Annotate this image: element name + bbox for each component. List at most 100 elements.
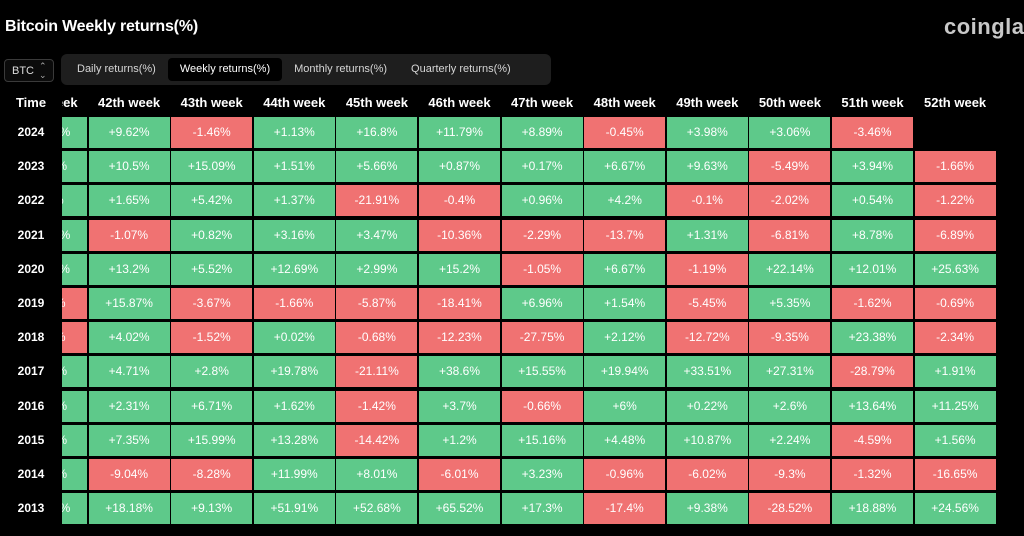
return-cell[interactable]: +1.65% bbox=[88, 185, 170, 217]
return-cell[interactable]: -0.66% bbox=[501, 390, 583, 422]
return-cell[interactable]: +18.88% bbox=[832, 493, 913, 525]
return-cell[interactable]: +11.79% bbox=[419, 117, 500, 148]
return-cell[interactable]: -0.53% bbox=[62, 288, 87, 319]
return-cell[interactable]: +3.98% bbox=[666, 117, 748, 148]
return-cell[interactable]: +2.99% bbox=[336, 253, 418, 285]
return-cell[interactable]: +13.2% bbox=[88, 253, 170, 285]
return-cell[interactable]: +15.16% bbox=[501, 424, 583, 456]
return-cell[interactable]: +6.96% bbox=[501, 288, 583, 319]
return-cell[interactable]: -1.22% bbox=[914, 185, 996, 217]
return-cell[interactable]: -4.13% bbox=[62, 322, 87, 354]
return-cell[interactable]: -3.46% bbox=[832, 117, 913, 148]
return-cell[interactable]: +16.8% bbox=[336, 117, 418, 148]
return-cell[interactable]: +6.67% bbox=[584, 151, 666, 183]
return-cell[interactable]: +2.8% bbox=[171, 356, 253, 388]
return-cell[interactable]: +15.87% bbox=[88, 288, 170, 319]
return-cell[interactable]: +3.47% bbox=[336, 219, 418, 251]
return-cell[interactable]: -9.3% bbox=[749, 459, 831, 490]
return-cell[interactable]: +3.06% bbox=[749, 117, 831, 148]
return-cell[interactable]: +10.5% bbox=[88, 151, 170, 183]
tab-daily-returns[interactable]: Daily returns(%) bbox=[77, 63, 156, 75]
return-cell[interactable]: -0.69% bbox=[914, 288, 996, 319]
return-cell[interactable]: +4.48% bbox=[62, 390, 87, 422]
return-cell[interactable]: +0.17% bbox=[501, 151, 583, 183]
return-cell[interactable]: +3.94% bbox=[832, 151, 913, 183]
return-cell[interactable]: +1.91% bbox=[914, 356, 996, 388]
return-cell[interactable]: +65.52% bbox=[419, 493, 500, 525]
return-cell[interactable]: +12.69% bbox=[253, 253, 335, 285]
coin-selector[interactable]: BTC ⌃ ⌄ bbox=[4, 59, 54, 82]
return-cell[interactable]: -12.72% bbox=[666, 322, 748, 354]
return-cell[interactable]: +9.13% bbox=[171, 493, 253, 525]
return-cell[interactable]: +15.55% bbox=[501, 356, 583, 388]
return-cell[interactable]: +0.82% bbox=[171, 219, 253, 251]
return-cell[interactable]: -1.62% bbox=[832, 288, 913, 319]
return-cell[interactable]: +1.62% bbox=[253, 390, 335, 422]
return-cell[interactable]: -3.67% bbox=[171, 288, 253, 319]
return-cell[interactable]: +17.3% bbox=[501, 493, 583, 525]
return-cell[interactable]: +12.48% bbox=[62, 219, 87, 251]
return-cell[interactable]: -6.81% bbox=[749, 219, 831, 251]
return-cell[interactable]: +5.66% bbox=[336, 151, 418, 183]
return-cell[interactable]: -1.42% bbox=[336, 390, 418, 422]
return-cell[interactable]: -5.87% bbox=[336, 288, 418, 319]
return-cell[interactable]: +23.38% bbox=[832, 322, 913, 354]
return-cell[interactable]: -21.91% bbox=[336, 185, 418, 217]
return-cell[interactable]: +24.56% bbox=[914, 493, 996, 525]
return-cell[interactable]: -21.11% bbox=[336, 356, 418, 388]
return-cell[interactable]: +0.02% bbox=[253, 322, 335, 354]
return-cell[interactable]: +2.6% bbox=[749, 390, 831, 422]
return-cell[interactable]: +0.9% bbox=[62, 185, 87, 217]
return-cell[interactable]: +6.89% bbox=[62, 424, 87, 456]
return-cell[interactable]: +0.96% bbox=[501, 185, 583, 217]
return-cell[interactable]: -6.01% bbox=[419, 459, 500, 490]
return-cell[interactable]: -0.1% bbox=[666, 185, 748, 217]
return-cell[interactable]: -1.66% bbox=[914, 151, 996, 183]
return-cell[interactable]: +9.62% bbox=[88, 117, 170, 148]
return-cell[interactable]: -28.79% bbox=[832, 356, 913, 388]
return-cell[interactable]: -1.07% bbox=[88, 219, 170, 251]
return-cell[interactable]: +1.54% bbox=[584, 288, 666, 319]
return-cell[interactable]: +8.01% bbox=[336, 459, 418, 490]
return-cell[interactable]: +15.2% bbox=[419, 253, 500, 285]
return-cell[interactable]: -8.28% bbox=[171, 459, 253, 490]
return-cell[interactable]: +9.38% bbox=[666, 493, 748, 525]
return-cell[interactable]: +3.16% bbox=[253, 219, 335, 251]
return-cell[interactable]: +3.7% bbox=[419, 390, 500, 422]
return-cell[interactable]: +15.09% bbox=[171, 151, 253, 183]
return-cell[interactable]: +6% bbox=[584, 390, 666, 422]
return-cell[interactable]: +11.18% bbox=[62, 253, 87, 285]
tab-quarterly-returns[interactable]: Quarterly returns(%) bbox=[411, 63, 511, 75]
return-cell[interactable]: +5.35% bbox=[749, 288, 831, 319]
return-cell[interactable]: +33.51% bbox=[666, 356, 748, 388]
return-cell[interactable]: +1.51% bbox=[253, 151, 335, 183]
return-cell[interactable]: +5.42% bbox=[171, 185, 253, 217]
return-cell[interactable]: -4.59% bbox=[832, 424, 913, 456]
tab-monthly-returns[interactable]: Monthly returns(%) bbox=[294, 63, 388, 75]
return-cell[interactable]: +12.01% bbox=[832, 253, 913, 285]
return-cell[interactable]: +5.52% bbox=[171, 253, 253, 285]
return-cell[interactable]: +19.94% bbox=[584, 356, 666, 388]
return-cell[interactable]: -5.45% bbox=[666, 288, 748, 319]
return-cell[interactable]: +8.78% bbox=[832, 219, 913, 251]
return-cell[interactable]: -18.41% bbox=[419, 288, 500, 319]
return-cell[interactable]: -28.52% bbox=[749, 493, 831, 525]
return-cell[interactable]: -17.4% bbox=[584, 493, 666, 525]
return-cell[interactable]: +13.64% bbox=[832, 390, 913, 422]
return-cell[interactable]: -6.89% bbox=[914, 219, 996, 251]
return-cell[interactable]: +18.18% bbox=[88, 493, 170, 525]
return-cell[interactable]: +13.28% bbox=[253, 424, 335, 456]
return-cell[interactable]: +27.31% bbox=[749, 356, 831, 388]
return-cell[interactable]: -13.7% bbox=[584, 219, 666, 251]
return-cell[interactable]: +19.78% bbox=[253, 356, 335, 388]
return-cell[interactable]: -0.68% bbox=[336, 322, 418, 354]
return-cell[interactable]: +2.12% bbox=[584, 322, 666, 354]
return-cell[interactable]: +4.48% bbox=[584, 424, 666, 456]
return-cell[interactable]: -2.02% bbox=[749, 185, 831, 217]
return-cell[interactable]: -16.65% bbox=[914, 459, 996, 490]
return-cell[interactable]: -1.66% bbox=[253, 288, 335, 319]
return-cell[interactable]: +6.67% bbox=[584, 253, 666, 285]
return-cell[interactable]: +6.71% bbox=[171, 390, 253, 422]
weekly-returns-table[interactable]: 41th week 42th week 43th week 44th week 45th… bbox=[62, 89, 1024, 536]
return-cell[interactable]: +11.25% bbox=[914, 390, 996, 422]
